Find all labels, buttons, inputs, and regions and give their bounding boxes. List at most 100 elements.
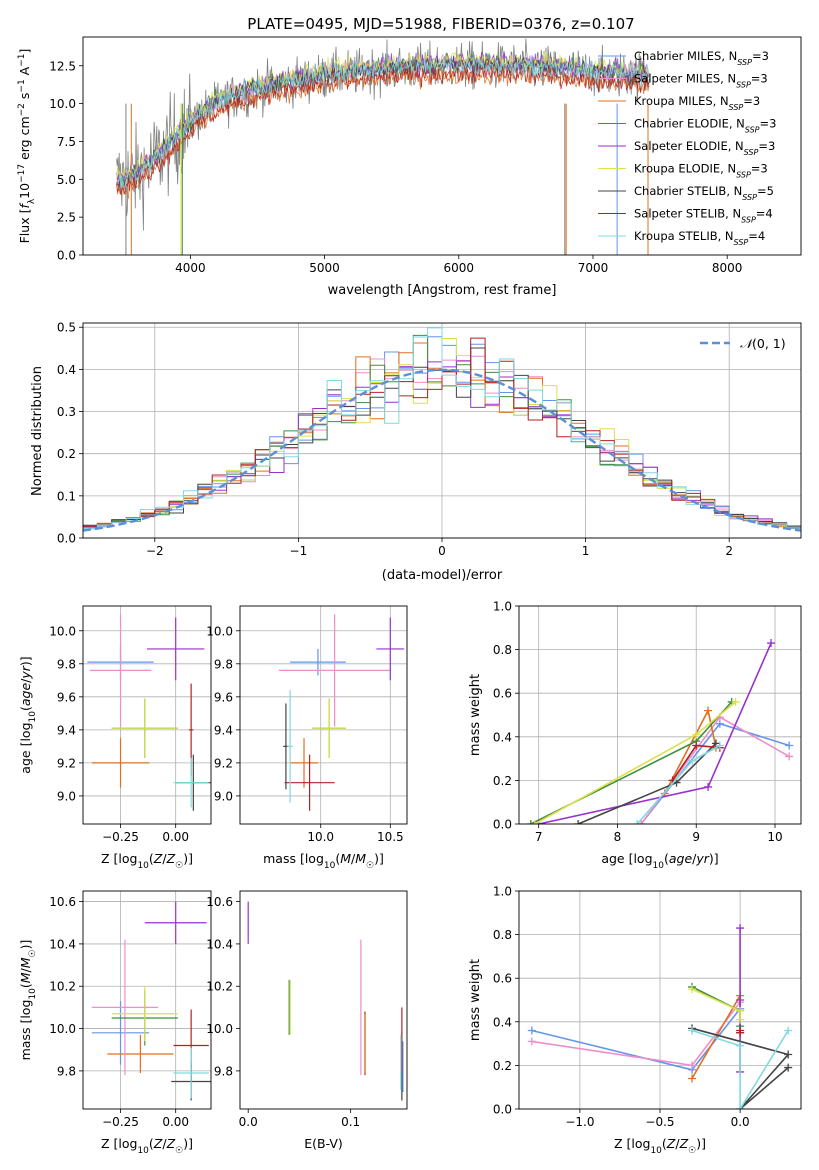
plus-marker: [784, 1026, 793, 1035]
series-line: [691, 988, 741, 1020]
errorbar-point: [173, 757, 209, 808]
y-axis-label: mass [log10(M/M☉)]: [18, 940, 38, 1061]
y-tick-label: 10.2: [49, 980, 76, 994]
model-spectrum: [116, 57, 650, 189]
x-tick-label: 7000: [578, 261, 609, 275]
y-tick-label: 0.8: [493, 643, 512, 657]
y-tick-label: 10.2: [206, 980, 233, 994]
x-tick-label: 10.5: [377, 830, 404, 844]
x-tick-label: 0: [438, 544, 446, 558]
x-tick-label: 2: [725, 544, 733, 558]
legend-label: Kroupa STELIB, NSSP=4: [634, 229, 765, 247]
errorbar-point: [111, 986, 178, 1042]
errorbar-point: [376, 617, 405, 681]
plus-marker: [530, 820, 539, 824]
series-line: [691, 1027, 790, 1109]
x-tick-label: 0.1: [341, 1115, 360, 1129]
y-tick-label: 9.4: [214, 723, 233, 737]
plus-marker: [688, 756, 697, 765]
y-tick-label: 0.1: [57, 489, 76, 503]
panel-spectrum: 4000 5000 6000 7000 8000 0.0 2.5 5.0 7.5 10.0 12.5…: [17, 36, 802, 298]
y-tick-label: 1.0: [493, 600, 512, 614]
y-tick-label: 0.0: [57, 532, 76, 546]
plus-marker: [736, 1015, 745, 1024]
plus-marker: [736, 996, 745, 1004]
plus-marker: [574, 820, 583, 824]
axes-frame: [82, 322, 802, 539]
x-axis-label: age [log10(age/yr)]: [601, 851, 718, 871]
figure-title: PLATE=0495, MJD=51988, FIBERID=0376, z=0…: [247, 15, 634, 33]
series-line: [691, 1029, 789, 1109]
y-tick-label: 0.0: [493, 818, 512, 832]
model-spectrum: [116, 63, 650, 199]
x-tick-label: −0.5: [645, 1115, 674, 1129]
plus-marker: [784, 1050, 793, 1059]
y-tick-label: 0.0: [57, 249, 76, 263]
plus-marker: [736, 1041, 745, 1050]
y-axis-label: mass weight: [468, 674, 483, 756]
x-tick-label: −1.0: [565, 1115, 594, 1129]
x-tick-label: 4000: [175, 261, 206, 275]
histogram-step: [83, 337, 801, 528]
plus-marker: [688, 985, 697, 994]
plus-marker: [784, 1063, 793, 1072]
x-tick-label: 10.0: [307, 830, 334, 844]
legend-label: Kroupa MILES, NSSP=3: [634, 94, 760, 112]
y-tick-label: 10.4: [49, 937, 76, 951]
plus-marker: [692, 730, 701, 739]
y-tick-label: 0.6: [493, 687, 512, 701]
x-tick-label: 0.0: [239, 1115, 258, 1129]
plus-marker: [785, 741, 794, 750]
plus-marker: [767, 639, 776, 648]
y-tick-label: 10.6: [49, 895, 76, 909]
y-tick-label: 9.8: [214, 1064, 233, 1078]
y-tick-label: 1.0: [493, 885, 512, 899]
y-tick-label: 0.4: [57, 363, 76, 377]
x-axis-label: Z [log10(Z/Z☉)]: [614, 1136, 706, 1156]
plus-marker: [637, 820, 646, 824]
errorbar-point: [278, 614, 391, 727]
y-tick-label: 10.0: [206, 624, 233, 638]
y-tick-label: 12.5: [49, 59, 76, 73]
y-tick-label: 5.0: [57, 173, 76, 187]
x-tick-label: −0.25: [102, 1115, 139, 1129]
panel-age-vs-mass: 10.0 10.5 9.0 9.2 9.4 9.6 9.8 10.0 mass [log10(M…: [206, 605, 408, 871]
plus-marker: [704, 706, 713, 715]
y-tick-label: 9.0: [214, 789, 233, 803]
x-axis-label: E(B-V): [304, 1136, 343, 1151]
plus-marker: [704, 782, 713, 791]
axes-frame: [518, 890, 802, 1110]
y-tick-label: 0.2: [57, 447, 76, 461]
errorbar-point: [91, 939, 159, 1076]
legend-label: Chabrier STELIB, NSSP=5: [634, 184, 774, 202]
plus-marker: [731, 697, 740, 706]
x-tick-label: −1: [290, 544, 308, 558]
y-axis-label: mass weight: [468, 959, 483, 1041]
plus-marker: [633, 820, 642, 824]
plus-marker: [688, 1026, 697, 1035]
y-tick-label: 0.3: [57, 405, 76, 419]
x-tick-label: 9: [692, 830, 700, 844]
legend-label: Salpeter MILES, NSSP=3: [634, 72, 768, 90]
model-spectrum: [116, 51, 650, 181]
axes-frame: [239, 890, 408, 1110]
plus-marker: [527, 1026, 536, 1035]
y-axis-label: Flux [fλ10−17 erg cm−2 s−1 A−1]: [17, 49, 37, 244]
legend-label: Chabrier ELODIE, NSSP=3: [634, 117, 776, 135]
plus-marker: [736, 924, 745, 933]
x-tick-label: 5000: [309, 261, 340, 275]
legend: Chabrier MILES, NSSP=3 Salpeter MILES, NS…: [598, 49, 776, 247]
x-tick-label: 10: [767, 830, 782, 844]
axes-frame: [82, 605, 212, 825]
plus-marker: [526, 820, 535, 824]
y-tick-label: 9.0: [57, 789, 76, 803]
legend-label: Chabrier MILES, NSSP=3: [634, 49, 769, 67]
panel-mass-vs-Z: −0.25 0.00 9.8 10.0 10.2 10.4 10.6 Z [log10(Z/Z…: [18, 890, 212, 1156]
y-tick-label: 9.2: [214, 756, 233, 770]
y-tick-label: 0.6: [493, 972, 512, 986]
y-tick-label: 9.4: [57, 723, 76, 737]
series-line: [534, 701, 737, 824]
errorbar-point: [173, 1047, 209, 1099]
legend: 𝒩(0, 1): [700, 336, 786, 351]
plus-marker: [715, 741, 724, 750]
